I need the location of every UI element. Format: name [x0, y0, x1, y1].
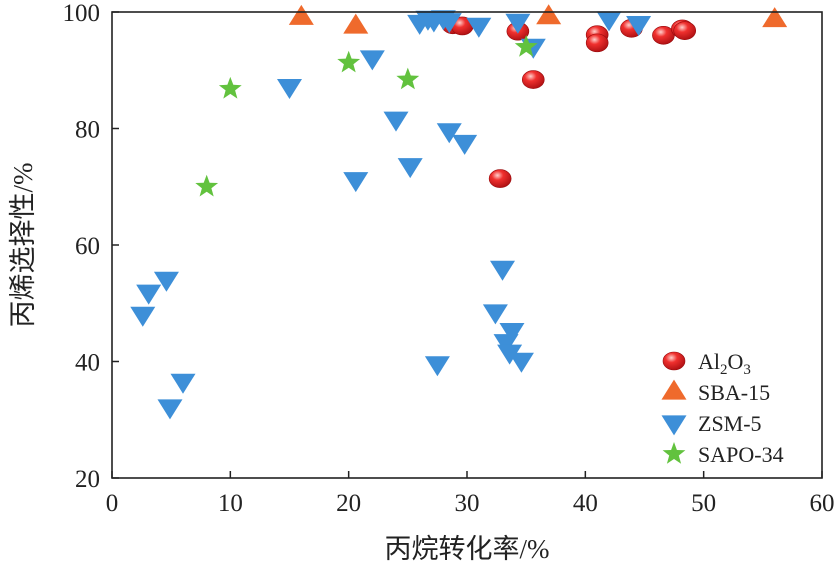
- data-point-sba-15: [343, 13, 369, 34]
- legend-marker-sba-15: [661, 379, 687, 400]
- data-point-zsm-5: [383, 111, 409, 132]
- data-point-sba-15: [288, 4, 314, 25]
- data-point-zsm-5: [424, 356, 450, 377]
- data-point-sapo-34: [195, 174, 219, 197]
- data-point-zsm-5: [130, 306, 156, 327]
- x-tick-label: 30: [455, 490, 480, 517]
- data-point-zsm-5: [490, 260, 515, 281]
- series-sba-15: [288, 4, 788, 34]
- legend-marker-zsm-5: [661, 415, 687, 436]
- data-point-zsm-5: [359, 50, 385, 71]
- axes: [111, 11, 823, 479]
- data-point-zsm-5: [157, 399, 183, 420]
- data-point-sba-15: [536, 4, 562, 25]
- x-tick-label: 40: [573, 490, 598, 517]
- x-tick-label: 50: [691, 490, 716, 517]
- plot-frame: [111, 11, 823, 479]
- data-point-zsm-5: [136, 284, 162, 305]
- x-tick-label: 0: [106, 490, 119, 517]
- data-point-zsm-5: [508, 352, 534, 373]
- legend-label-al2o3: Al2O3: [698, 349, 751, 378]
- series-al2o3: [441, 15, 697, 188]
- data-point-zsm-5: [452, 134, 478, 155]
- ticks: 0 10 20 30 40 50 60 20 40 60 80 100: [63, 0, 835, 517]
- legend-marker-al2o3: [662, 351, 686, 371]
- data-point-zsm-5: [436, 13, 462, 34]
- data-point-sapo-34: [337, 50, 361, 73]
- legend-label-zsm-5: ZSM-5: [698, 411, 762, 436]
- data-point-zsm-5: [499, 323, 525, 344]
- data-point-zsm-5: [596, 11, 622, 32]
- y-tick-label: 20: [75, 466, 100, 493]
- legend-label-sapo-34: SAPO-34: [698, 442, 784, 467]
- y-axis-title: 丙烯选择性/%: [8, 163, 38, 328]
- data-point-zsm-5: [397, 158, 423, 179]
- data-point-sapo-34: [514, 34, 538, 57]
- data-point-al2o3: [673, 21, 697, 40]
- data-point-sapo-34: [218, 76, 242, 99]
- data-point-al2o3: [521, 70, 545, 89]
- x-tick-label: 20: [336, 490, 361, 517]
- data-point-zsm-5: [436, 123, 462, 144]
- data-point-zsm-5: [505, 13, 531, 34]
- data-point-zsm-5: [466, 17, 492, 38]
- data-point-al2o3: [488, 169, 512, 188]
- y-tick-label: 40: [75, 350, 100, 377]
- data-point-zsm-5: [343, 172, 369, 193]
- data-point-zsm-5: [626, 16, 652, 37]
- x-axis-title: 丙烷转化率/%: [385, 534, 550, 564]
- x-tick-label: 10: [218, 490, 243, 517]
- y-tick-label: 100: [63, 0, 101, 27]
- data-point-sba-15: [762, 7, 788, 28]
- y-tick-label: 80: [75, 117, 100, 144]
- x-tick-label: 60: [810, 490, 835, 517]
- legend-label-sba-15: SBA-15: [698, 380, 770, 405]
- data-point-al2o3: [585, 33, 609, 53]
- series-zsm-5: [130, 10, 652, 420]
- plot-area: [130, 4, 788, 420]
- data-point-sapo-34: [396, 67, 420, 90]
- y-tick-label: 60: [75, 233, 100, 260]
- data-point-zsm-5: [497, 344, 523, 365]
- legend-marker-sapo-34: [662, 442, 686, 464]
- series-sapo-34: [195, 34, 538, 197]
- data-point-zsm-5: [277, 78, 302, 99]
- data-point-zsm-5: [482, 304, 508, 325]
- data-point-zsm-5: [170, 373, 196, 394]
- data-point-zsm-5: [153, 271, 179, 292]
